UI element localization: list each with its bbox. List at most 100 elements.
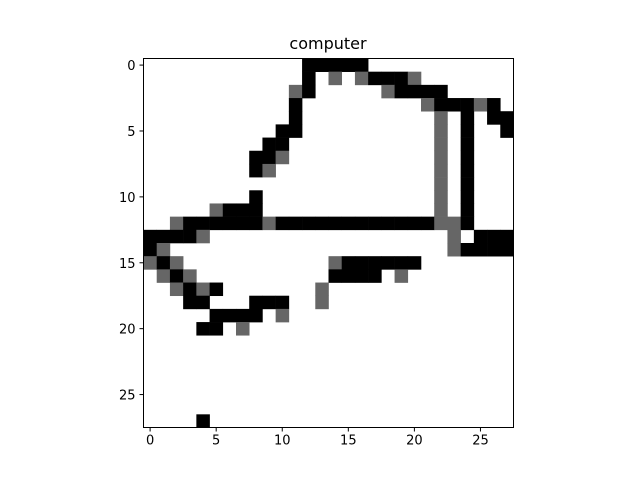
- pixel-cell: [354, 256, 369, 270]
- pixel-cell: [288, 124, 303, 138]
- pixel-cell: [354, 269, 369, 283]
- pixel-cell: [421, 216, 435, 231]
- pixel-cell: [381, 216, 395, 231]
- pixel-cell: [302, 84, 316, 99]
- pixel-cell: [183, 282, 197, 297]
- pixel-cell: [288, 216, 303, 231]
- pixel-cell: [262, 163, 276, 178]
- pixel-cell: [236, 203, 250, 217]
- y-tick-label: 25: [119, 389, 136, 404]
- pixel-cell: [183, 269, 197, 283]
- pixel-cell: [460, 124, 475, 138]
- pixel-cell: [447, 243, 461, 257]
- pixel-cell: [196, 322, 210, 336]
- y-tick-label: 10: [119, 191, 136, 206]
- x-tick-label: 20: [406, 434, 423, 449]
- pixel-cell: [302, 58, 316, 72]
- pixel-cell: [434, 177, 448, 191]
- pixel-cell: [407, 256, 422, 270]
- pixel-cell: [249, 203, 263, 217]
- pixel-cell: [328, 71, 343, 86]
- pixel-cell: [460, 243, 475, 257]
- pixel-cell: [500, 124, 514, 138]
- pixel-cell: [487, 98, 501, 112]
- chart-title: computer: [289, 34, 367, 53]
- pixel-cell: [368, 71, 382, 86]
- pixel-cell: [500, 229, 514, 244]
- pixel-cell: [460, 190, 475, 204]
- pixel-cell: [328, 269, 343, 283]
- pixel-cell: [354, 71, 369, 86]
- pixel-cell: [421, 98, 435, 112]
- pixel-cell: [275, 216, 290, 231]
- pixel-cell: [302, 216, 316, 231]
- pixel-cell: [434, 84, 448, 99]
- pixel-cell: [196, 229, 210, 244]
- pixel-cell: [460, 177, 475, 191]
- pixel-cell: [209, 282, 224, 297]
- pixel-cell: [196, 295, 210, 310]
- pixel-cell: [394, 71, 409, 86]
- pixel-cell: [196, 216, 210, 231]
- pixel-cell: [249, 190, 263, 204]
- pixel-cell: [169, 269, 184, 283]
- pixel-cell: [275, 150, 290, 165]
- pixel-cell: [169, 229, 184, 244]
- pixel-cell: [315, 58, 329, 72]
- pixel-cell: [434, 163, 448, 178]
- x-tick-label: 5: [212, 434, 220, 449]
- y-tick-label: 15: [119, 257, 136, 272]
- pixel-cell: [434, 111, 448, 125]
- pixel-cell: [434, 137, 448, 152]
- pixel-cell: [222, 308, 237, 323]
- pixel-cell: [473, 229, 488, 244]
- pixel-cell: [169, 256, 184, 270]
- pixel-cell: [169, 216, 184, 231]
- pixel-cell: [460, 216, 475, 231]
- pixel-cell: [354, 216, 369, 231]
- pixel-cell: [315, 216, 329, 231]
- pixel-cell: [288, 111, 303, 125]
- pixel-cell: [262, 150, 276, 165]
- pixel-cell: [209, 216, 224, 231]
- pixel-cell: [434, 98, 448, 112]
- pixel-cell: [262, 216, 276, 231]
- pixel-cell: [381, 84, 395, 99]
- pixel-cell: [341, 256, 356, 270]
- pixel-cell: [487, 243, 501, 257]
- pixel-cell: [421, 84, 435, 99]
- x-tick-label: 25: [472, 434, 489, 449]
- pixel-cell: [368, 216, 382, 231]
- pixel-cell: [183, 216, 197, 231]
- pixel-cell: [381, 256, 395, 270]
- pixel-cell: [434, 190, 448, 204]
- pixel-cell: [143, 243, 158, 257]
- pixel-cell: [328, 256, 343, 270]
- pixel-cell: [143, 229, 158, 244]
- pixel-cell: [236, 216, 250, 231]
- pixel-cell: [262, 137, 276, 152]
- pixel-cell: [275, 308, 290, 323]
- pixel-cell: [407, 71, 422, 86]
- pixel-cell: [288, 98, 303, 112]
- pixel-cell: [447, 98, 461, 112]
- x-tick-label: 0: [146, 434, 154, 449]
- pixel-cell: [328, 58, 343, 72]
- pixel-cell: [249, 216, 263, 231]
- pixel-cell: [447, 216, 461, 231]
- pixel-cell: [381, 71, 395, 86]
- image-pixels: [143, 58, 514, 428]
- pixel-cell: [143, 256, 158, 270]
- pixel-cell: [487, 229, 501, 244]
- plot-frame: [143, 58, 514, 428]
- pixel-cell: [500, 243, 514, 257]
- pixel-cell: [249, 308, 263, 323]
- pixel-cell: [249, 150, 263, 165]
- pixel-cell: [434, 203, 448, 217]
- pixel-cell: [275, 124, 290, 138]
- pixel-cell: [460, 150, 475, 165]
- pixel-cell: [473, 243, 488, 257]
- pixel-cell: [196, 282, 210, 297]
- pixel-cell: [341, 269, 356, 283]
- x-tick-label: 10: [274, 434, 291, 449]
